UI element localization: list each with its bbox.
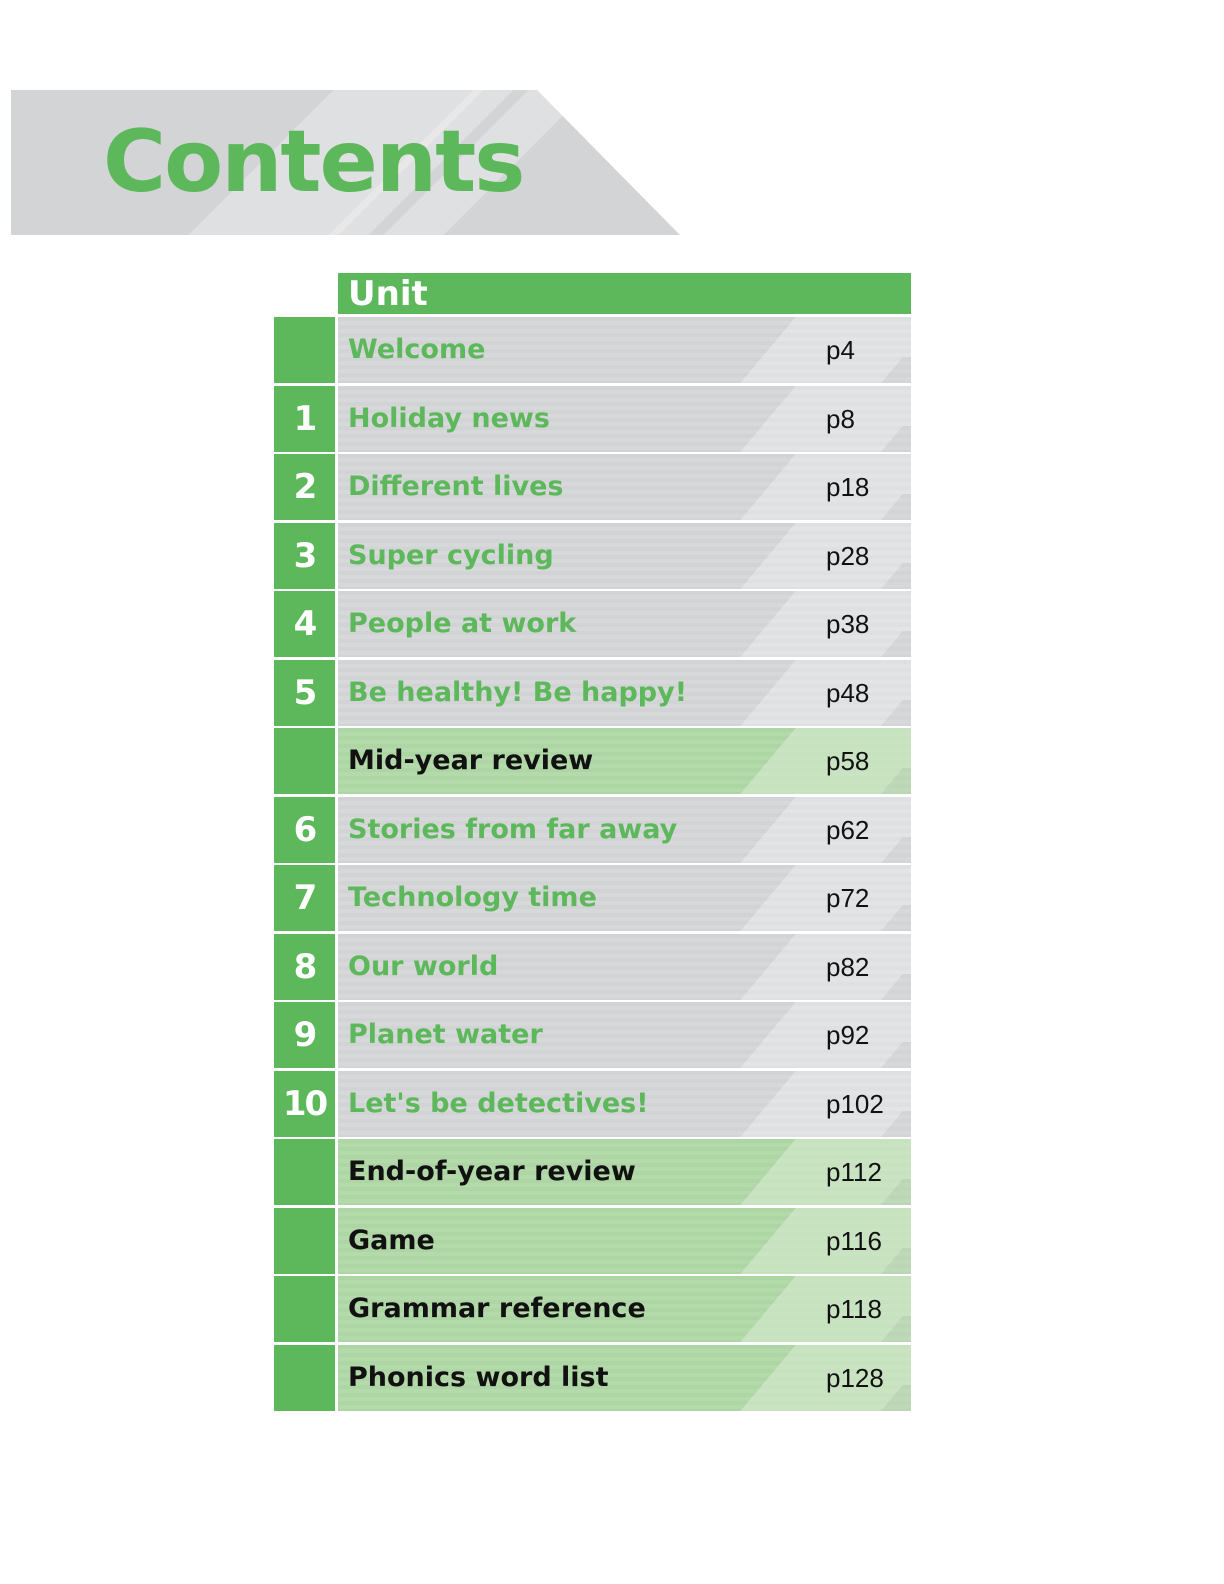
unit-number: 2 <box>274 454 335 520</box>
contents-row[interactable]: 3 Super cycling p28 <box>274 522 911 589</box>
unit-number: 8 <box>274 933 335 1000</box>
row-body: Grammar reference p118 <box>338 1276 911 1342</box>
unit-title: Planet water <box>348 1019 543 1050</box>
contents-banner: Contents <box>11 90 680 235</box>
unit-title: Grammar reference <box>348 1293 646 1324</box>
unit-title: Mid-year review <box>348 745 594 776</box>
unit-title: People at work <box>348 608 577 639</box>
page-number: p72 <box>826 883 870 913</box>
unit-title: Holiday news <box>348 402 550 434</box>
page-number: p102 <box>826 1088 884 1119</box>
row-body: Stories from far away p62 <box>338 796 911 863</box>
page-title: Contents <box>103 112 525 212</box>
page-number: p128 <box>826 1362 884 1393</box>
page-number: p38 <box>826 609 870 639</box>
unit-title: Game <box>348 1224 435 1256</box>
unit-number: 4 <box>274 591 335 657</box>
row-body: Mid-year review p58 <box>338 728 911 794</box>
page-number: p118 <box>826 1294 882 1324</box>
contents-row[interactable]: Mid-year review p58 <box>274 728 911 794</box>
page-number: p62 <box>826 814 870 845</box>
unit-title: Super cycling <box>348 539 554 571</box>
page-number: p92 <box>826 1020 870 1050</box>
page-number: p4 <box>826 335 855 365</box>
contents-row[interactable]: Game p116 <box>274 1207 911 1274</box>
row-body: Game p116 <box>338 1207 911 1274</box>
unit-number: 3 <box>274 522 335 589</box>
unit-title: Welcome <box>348 334 486 365</box>
contents-row[interactable]: 5 Be healthy! Be happy! p48 <box>274 659 911 726</box>
contents-row[interactable]: 6 Stories from far away p62 <box>274 796 911 863</box>
contents-row[interactable]: Grammar reference p118 <box>274 1276 911 1342</box>
contents-row[interactable]: 2 Different lives p18 <box>274 454 911 520</box>
contents-row[interactable]: 4 People at work p38 <box>274 591 911 657</box>
unit-number: 1 <box>274 385 335 452</box>
unit-number <box>274 1139 335 1205</box>
row-body: Let's be detectives! p102 <box>338 1070 911 1137</box>
contents-row[interactable]: 9 Planet water p92 <box>274 1002 911 1068</box>
page-number: p18 <box>826 472 870 502</box>
row-body: Holiday news p8 <box>338 385 911 452</box>
unit-title: Technology time <box>348 882 597 913</box>
row-body: Technology time p72 <box>338 865 911 931</box>
contents-row[interactable]: 7 Technology time p72 <box>274 865 911 931</box>
unit-number: 7 <box>274 865 335 931</box>
table-header: Unit <box>338 273 911 314</box>
unit-number: 9 <box>274 1002 335 1068</box>
unit-number <box>274 728 335 794</box>
page-number: p8 <box>826 403 855 434</box>
unit-title: Let's be detectives! <box>348 1087 649 1119</box>
unit-header-label: Unit <box>348 274 428 314</box>
row-body: Be healthy! Be happy! p48 <box>338 659 911 726</box>
unit-number: 6 <box>274 796 335 863</box>
row-body: Different lives p18 <box>338 454 911 520</box>
row-body: Welcome p4 <box>338 317 911 383</box>
contents-row[interactable]: 10 Let's be detectives! p102 <box>274 1070 911 1137</box>
page-number: p116 <box>826 1225 882 1256</box>
unit-title: Be healthy! Be happy! <box>348 676 688 708</box>
row-body: Super cycling p28 <box>338 522 911 589</box>
contents-row[interactable]: End-of-year review p112 <box>274 1139 911 1205</box>
row-body: Planet water p92 <box>338 1002 911 1068</box>
contents-row[interactable]: Welcome p4 <box>274 317 911 383</box>
unit-title: Different lives <box>348 471 564 502</box>
unit-number <box>274 1344 335 1411</box>
row-body: Our world p82 <box>338 933 911 1000</box>
unit-number <box>274 1207 335 1274</box>
page-number: p82 <box>826 951 870 982</box>
page-number: p28 <box>826 540 870 571</box>
unit-number: 5 <box>274 659 335 726</box>
contents-row[interactable]: 1 Holiday news p8 <box>274 385 911 452</box>
unit-title: End-of-year review <box>348 1156 636 1187</box>
contents-row[interactable]: Phonics word list p128 <box>274 1344 911 1411</box>
contents-row[interactable]: 8 Our world p82 <box>274 933 911 1000</box>
row-body: People at work p38 <box>338 591 911 657</box>
unit-number <box>274 1276 335 1342</box>
unit-number <box>274 317 335 383</box>
unit-title: Our world <box>348 950 499 982</box>
row-body: End-of-year review p112 <box>338 1139 911 1205</box>
unit-title: Phonics word list <box>348 1361 609 1393</box>
unit-title: Stories from far away <box>348 813 678 845</box>
page-number: p112 <box>826 1157 882 1187</box>
unit-number: 10 <box>274 1070 335 1137</box>
page-number: p58 <box>826 746 870 776</box>
row-body: Phonics word list p128 <box>338 1344 911 1411</box>
page-number: p48 <box>826 677 870 708</box>
